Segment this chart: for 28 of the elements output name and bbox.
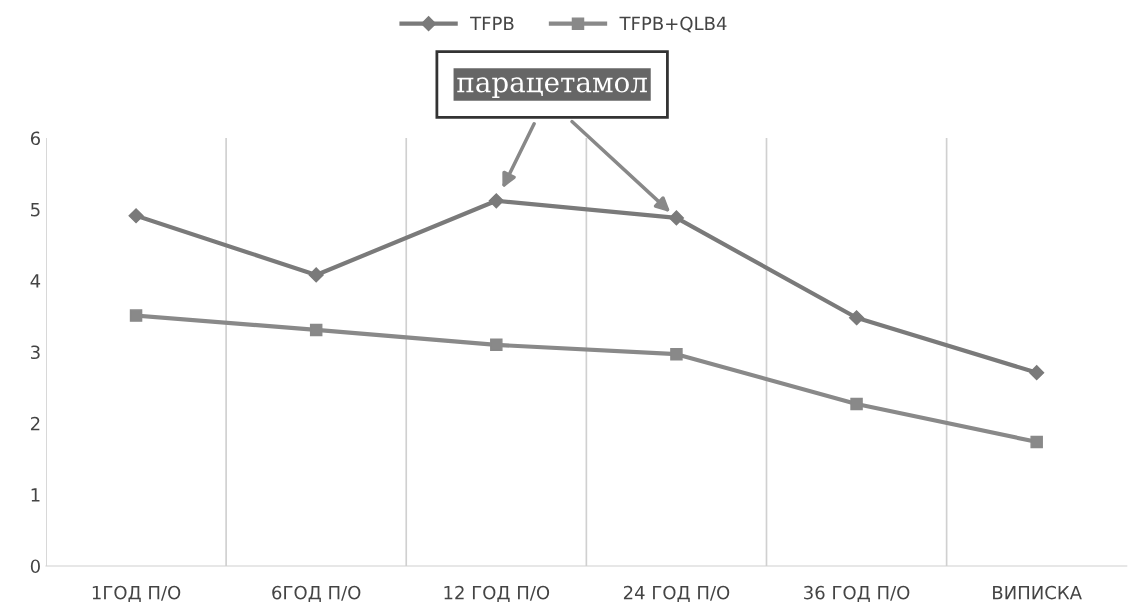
point bbox=[488, 193, 504, 209]
point bbox=[128, 208, 144, 224]
x-tick-label: 1ГОД П/О bbox=[92, 585, 181, 602]
point bbox=[308, 267, 324, 283]
x-tick-label: 36 ГОД П/О bbox=[804, 585, 910, 602]
x-tick-label: 24 ГОД П/О bbox=[623, 585, 730, 602]
legend-label: TFPB bbox=[470, 16, 514, 30]
point bbox=[668, 210, 685, 226]
point bbox=[1029, 365, 1045, 381]
x-tick-label: 6ГОД П/О bbox=[272, 585, 361, 602]
point bbox=[1030, 435, 1043, 449]
y-tick-label: 3 bbox=[31, 345, 40, 360]
point bbox=[850, 397, 863, 411]
x-tick-label: 12 ГОД П/О bbox=[444, 585, 550, 602]
point bbox=[848, 310, 865, 326]
y-tick-label: 5 bbox=[31, 203, 40, 217]
point bbox=[309, 323, 323, 337]
text: парацетамол bbox=[457, 77, 647, 98]
legend-label: TFPB+QLB4 bbox=[619, 16, 727, 33]
y-tick-label: 1 bbox=[31, 488, 40, 502]
point bbox=[129, 309, 143, 322]
y-tick-label: 4 bbox=[30, 274, 41, 288]
y-tick-label: 6 bbox=[30, 131, 40, 146]
y-tick-label: 0 bbox=[30, 559, 40, 574]
point bbox=[670, 347, 683, 361]
y-tick-label: 2 bbox=[30, 416, 40, 431]
x-tick-label: ВИПИСКА bbox=[993, 585, 1082, 600]
point bbox=[490, 338, 503, 352]
